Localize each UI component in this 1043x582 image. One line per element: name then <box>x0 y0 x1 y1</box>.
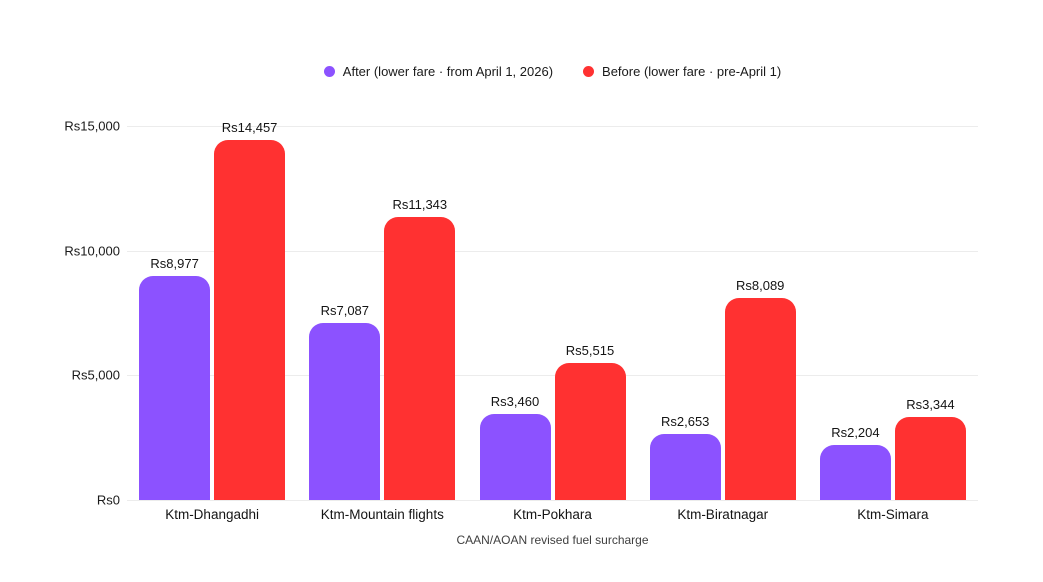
gridline-10000 <box>127 250 978 252</box>
legend-item-label: After (lower fare · from April 1, 2026) <box>342 64 554 79</box>
after-series-dot-icon <box>323 66 335 77</box>
x-tick-label: Ktm-Biratnagar <box>677 507 769 522</box>
bar-groups: Rs8,977 Rs14,457 Rs7,087 Rs11,343 Rs3,460 Rs5… <box>127 120 978 500</box>
legend-item-after: After (lower fare · from April 1, 2026) <box>323 64 554 79</box>
x-tick-label: Ktm-Dhangadhi <box>165 507 259 522</box>
x-axis-title: CAAN/AOAN revised fuel surcharge <box>456 533 649 547</box>
bar-value-label: Rs11,343 <box>392 197 448 213</box>
bar-group-ktm-biratnagar: Rs2,653 Rs8,089 <box>638 126 808 500</box>
bar-group-ktm-simara: Rs2,204 Rs3,344 <box>808 126 978 500</box>
before-bar: Rs14,457 <box>214 120 286 500</box>
bar-value-label: Rs8,977 <box>150 256 199 272</box>
x-tick-label: Ktm-Pokhara <box>513 507 592 522</box>
bar-value-label: Rs2,653 <box>660 413 710 429</box>
chart-legend: After (lower fare · from April 1, 2026) … <box>127 64 978 79</box>
after-bar: Rs8,977 <box>139 256 211 500</box>
bar-value-label: Rs2,204 <box>831 425 880 441</box>
bar-group-ktm-dhangadhi: Rs8,977 Rs14,457 <box>127 120 297 500</box>
y-tick-label: Rs15,000 <box>64 118 120 134</box>
bar-value-label: Rs5,515 <box>565 342 615 358</box>
y-axis-tick-labels: Rs0 Rs5,000 Rs10,000 Rs15,000 <box>0 119 120 508</box>
legend-item-before: Before (lower fare · pre-April 1) <box>583 64 781 79</box>
gridline-15000 <box>127 126 978 127</box>
before-bar: Rs11,343 <box>384 197 456 500</box>
gridline-0 <box>127 500 978 501</box>
bar-value-label: Rs8,089 <box>735 278 785 294</box>
y-tick-label: Rs5,000 <box>71 367 120 383</box>
bar-group-ktm-pokhara: Rs3,460 Rs5,515 <box>467 126 637 500</box>
x-tick-label: Ktm-Mountain flights <box>320 507 444 522</box>
x-axis-tick-labels: Ktm-Dhangadhi Ktm-Mountain flights Ktm-Pok… <box>127 507 978 522</box>
before-series-dot-icon <box>583 66 595 77</box>
legend-item-label: Before (lower fare · pre-April 1) <box>602 64 782 79</box>
x-tick-label: Ktm-Simara <box>857 507 929 522</box>
bar-value-label: Rs14,457 <box>221 119 278 135</box>
gridline-5000 <box>127 375 978 377</box>
before-bar: Rs3,344 <box>894 397 966 500</box>
after-bar: Rs2,653 <box>649 414 721 500</box>
after-bar: Rs2,204 <box>819 425 891 500</box>
bar-group-ktm-mountain-flights: Rs7,087 Rs11,343 <box>297 126 467 500</box>
bar-value-label: Rs7,087 <box>320 303 370 319</box>
bar-value-label: Rs3,460 <box>490 393 540 409</box>
after-bar: Rs7,087 <box>309 303 381 500</box>
y-tick-label: Rs0 <box>96 492 120 508</box>
plot-area: Rs8,977 Rs14,457 Rs7,087 Rs11,343 Rs3,460 Rs5… <box>127 120 978 501</box>
before-bar: Rs8,089 <box>724 278 796 500</box>
y-tick-label: Rs10,000 <box>64 243 120 259</box>
bar-value-label: Rs3,344 <box>906 396 955 412</box>
before-bar: Rs5,515 <box>554 343 626 500</box>
after-bar: Rs3,460 <box>479 394 551 500</box>
